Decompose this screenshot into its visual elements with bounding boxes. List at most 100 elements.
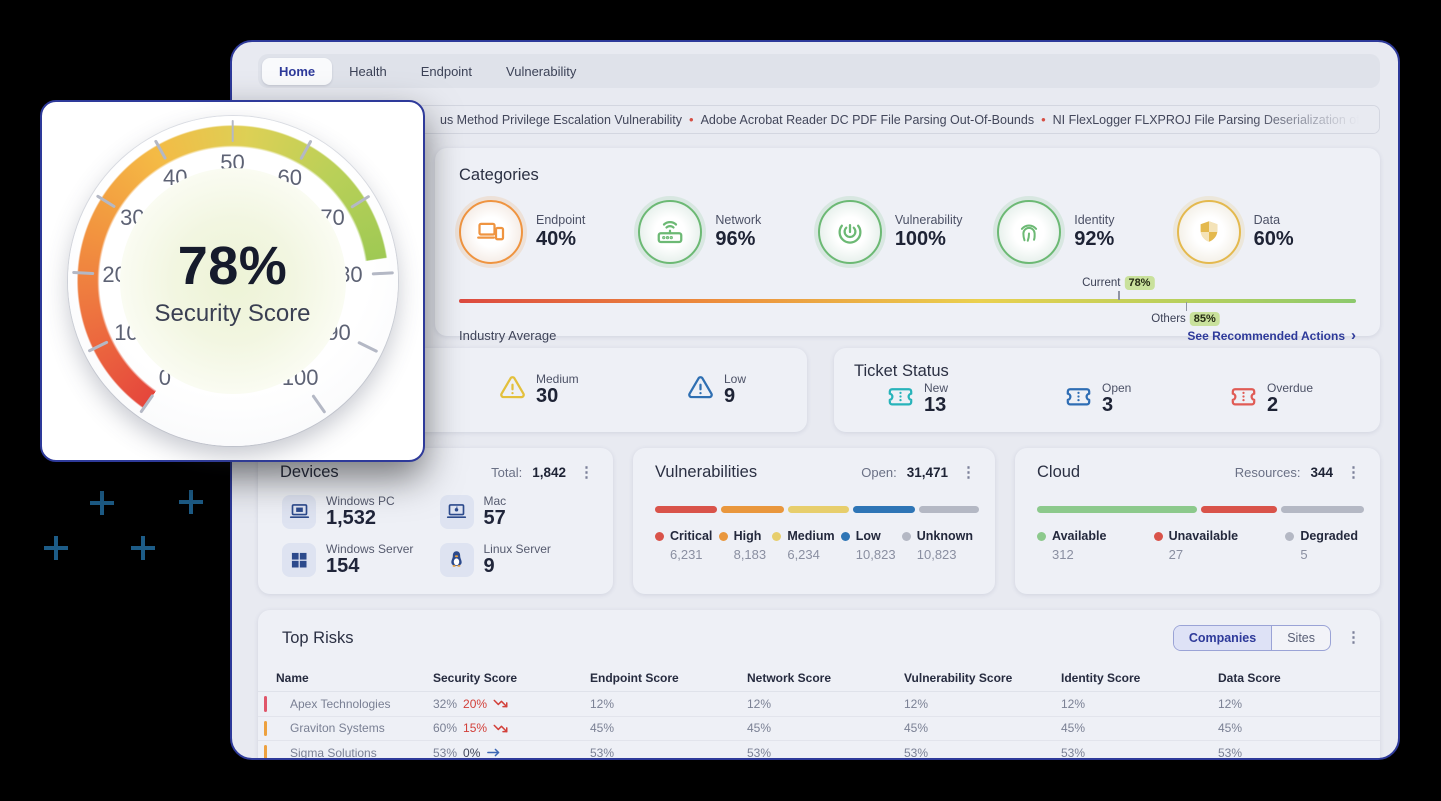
toggle-sites[interactable]: Sites <box>1287 631 1315 645</box>
legend-item-high: High 8,183 <box>718 529 767 562</box>
kebab-menu-icon[interactable]: ⋮ <box>1346 629 1361 646</box>
warning-triangle-icon <box>687 374 714 406</box>
devices-total-label: Total: <box>491 465 523 480</box>
vulnerabilities-open-label: Open: <box>861 465 897 480</box>
category-item-data: Data 60% <box>1176 200 1356 264</box>
stat-label: Open <box>1102 381 1132 395</box>
bar-segment-low <box>852 506 915 513</box>
tab-home[interactable]: Home <box>262 57 333 85</box>
cloud-resources-value: 344 <box>1310 465 1333 480</box>
current-marker-label: Current 78% <box>1082 276 1155 290</box>
kebab-menu-icon[interactable]: ⋮ <box>1346 463 1361 481</box>
device-value: 9 <box>483 555 495 577</box>
benchmark-gradient-bar <box>459 299 1356 303</box>
cloud-legend: Available 312 Unavailable 27 Degraded 5 <box>1037 529 1364 562</box>
legend-dot <box>772 531 782 541</box>
legend-value: 5 <box>1300 547 1308 562</box>
legend-text: Unavailable <box>1168 529 1239 543</box>
ticker-item: us Method Privilege Escalation Vulnerabi… <box>440 112 683 127</box>
ticker-item: Adobe Acrobat Reader DC PDF File Parsing… <box>700 112 1035 127</box>
stat-text: Open 3 <box>1102 381 1131 416</box>
vulnerabilities-open-value: 31,471 <box>906 465 948 480</box>
toggle-companies[interactable]: Companies <box>1173 626 1273 650</box>
bar-segment-available <box>1037 506 1197 513</box>
others-marker-tick <box>1185 302 1188 311</box>
legend-item-low: Low 10,823 <box>840 529 896 562</box>
row-score-cell: 12% <box>747 696 772 711</box>
category-value: 92% <box>1074 228 1115 250</box>
row-score-cell: 12% <box>904 696 929 711</box>
stat-new: New 13 <box>887 381 948 416</box>
legend-value: 6,231 <box>670 547 703 562</box>
security-score-caption: Security Score <box>154 299 311 327</box>
column-header: Security Score <box>433 670 518 685</box>
plus-icon <box>131 536 155 560</box>
current-label: Current <box>1082 277 1121 289</box>
devices-card: Devices Total: 1,842 ⋮ Windows PC 1,532 Ma… <box>258 448 613 594</box>
device-text: Linux Server 9 <box>484 542 551 577</box>
plus-icon <box>90 491 114 515</box>
row-score-cell: 45% <box>590 721 615 736</box>
row-severity-bar <box>264 696 267 712</box>
row-score-cell: 12% <box>590 696 615 711</box>
legend-dot <box>1153 531 1163 541</box>
legend-text: Critical <box>670 529 713 543</box>
device-value: 1,532 <box>326 507 377 529</box>
industry-benchmark: Current 78% Others 85% <box>459 276 1356 326</box>
row-score-cell: 45% <box>904 721 929 736</box>
security-score-value: 78% <box>177 235 288 296</box>
legend-text: High <box>733 529 762 543</box>
tab-vulnerability[interactable]: Vulnerability <box>506 63 577 79</box>
legend-label: High <box>718 529 767 543</box>
windows-logo-icon <box>282 542 316 577</box>
table-row[interactable]: Graviton Systems 60% 15% 45% 45% 45% 45% 45% <box>258 717 1380 741</box>
legend-label: Low <box>840 529 896 543</box>
stat-value: 2 <box>1267 394 1279 416</box>
legend-text: Unknown <box>916 529 973 543</box>
security-score-card: 0 10 20 30 40 50 60 70 80 90 100 78% Security Scor… <box>40 100 425 462</box>
kebab-menu-icon[interactable]: ⋮ <box>961 463 976 481</box>
ticker-bullet-icon: • <box>1041 112 1046 127</box>
table-row[interactable]: Sigma Solutions 53% 0% 53% 53% 53% 53% 53% <box>258 741 1380 758</box>
gauge-tick-mark <box>231 120 234 142</box>
see-recommended-actions-link[interactable]: See Recommended Actions › <box>1187 326 1356 344</box>
cloud-resources-label: Resources: <box>1234 465 1301 480</box>
category-text: Endpoint 40% <box>536 213 585 251</box>
category-label: Network <box>715 213 762 227</box>
row-score-cell: 45% <box>747 721 772 736</box>
devices-title: Devices <box>280 463 339 481</box>
legend-item-degraded: Degraded 5 <box>1285 529 1358 562</box>
ticker-item: NI FlexLogger FLXPROJ File Parsing Deser… <box>1052 112 1380 127</box>
industry-row: Industry Average See Recommended Actions… <box>459 326 1356 344</box>
legend-item-available: Available 312 <box>1037 529 1106 562</box>
stat-label: Low <box>724 372 747 386</box>
row-score-cell: 12% <box>1061 696 1086 711</box>
category-item-network: Network 96% <box>638 200 817 264</box>
security-score-change: 15% <box>463 721 488 736</box>
cloud-card: Cloud Resources: 344 ⋮ Available 312 Unava… <box>1015 448 1380 594</box>
legend-value: 312 <box>1052 547 1074 562</box>
table-row[interactable]: Apex Technologies 32% 20% 12% 12% 12% 12% 12% <box>258 692 1380 717</box>
bar-segment-medium <box>788 506 849 513</box>
cloud-title: Cloud <box>1037 463 1081 481</box>
column-header: Endpoint Score <box>590 670 679 685</box>
device-text: Windows PC 1,532 <box>326 494 395 529</box>
chevron-right-icon: › <box>1351 326 1356 344</box>
shield-icon <box>1176 200 1241 264</box>
device-item-linux-server: Linux Server 9 <box>439 542 598 577</box>
category-value: 60% <box>1253 228 1294 250</box>
tab-endpoint[interactable]: Endpoint <box>420 63 473 79</box>
tab-health[interactable]: Health <box>349 63 387 79</box>
category-item-vulnerability: Vulnerability 100% <box>817 200 997 264</box>
legend-label: Medium <box>772 529 835 543</box>
category-value: 40% <box>536 228 577 250</box>
legend-value: 10,823 <box>916 547 957 562</box>
column-header: Data Score <box>1218 670 1281 685</box>
others-label: Others <box>1151 313 1186 325</box>
stat-value: 30 <box>536 385 559 407</box>
top-risks-title: Top Risks <box>282 628 354 647</box>
category-value: 100% <box>894 228 946 250</box>
kebab-menu-icon[interactable]: ⋮ <box>579 463 594 481</box>
legend-item-critical: Critical 6,231 <box>655 529 712 562</box>
bar-segment-high <box>720 506 785 513</box>
